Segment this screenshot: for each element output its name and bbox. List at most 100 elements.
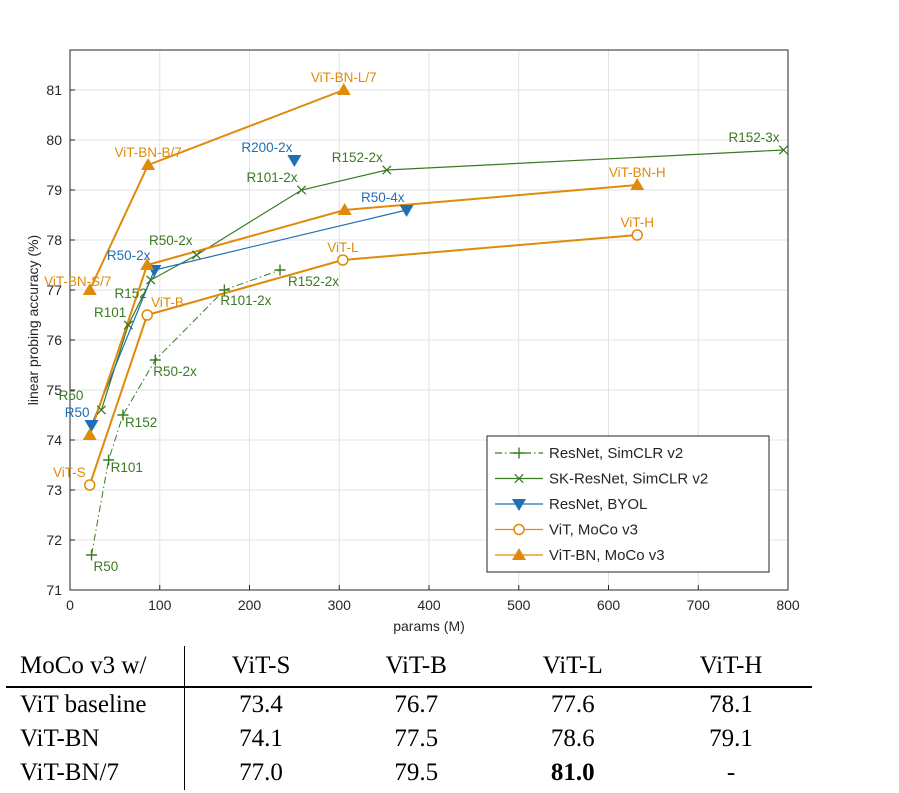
- data-point: [337, 203, 352, 215]
- legend-marker: [513, 447, 525, 459]
- y-tick-label: 76: [46, 332, 62, 348]
- table-row: ViT baseline 73.4 76.7 77.6 78.1: [6, 687, 812, 722]
- data-point: [82, 428, 97, 440]
- data-point: [86, 549, 98, 561]
- table-cell: 77.0: [239, 759, 283, 786]
- x-axis-label: params (M): [393, 618, 465, 634]
- x-tick-label: 300: [328, 597, 352, 613]
- legend-label: ResNet, BYOL: [549, 496, 647, 513]
- data-point: [274, 264, 286, 276]
- legend-marker: [512, 499, 526, 511]
- data-point: [117, 409, 129, 421]
- y-axis-label: linear probing accuracy (%): [25, 235, 41, 405]
- data-point: [141, 158, 156, 170]
- data-point: [287, 155, 302, 167]
- point-label: R50: [59, 388, 84, 403]
- table-header-cell: ViT-B: [385, 652, 447, 679]
- point-label: ViT-B: [151, 295, 184, 310]
- y-tick-label: 72: [46, 532, 62, 548]
- data-point: [296, 185, 307, 195]
- point-label: R101-2x: [247, 170, 298, 185]
- legend-label: ViT-BN, MoCo v3: [549, 547, 665, 564]
- data-point: [84, 420, 99, 432]
- table-row-name: ViT-BN/7: [6, 756, 185, 790]
- data-point: [149, 354, 161, 366]
- series-line: [91, 269, 281, 556]
- point-label: R50-2x: [107, 248, 151, 263]
- data-point: [83, 479, 96, 491]
- point-label: ViT-H: [620, 215, 654, 230]
- point-label: R101-2x: [220, 293, 271, 308]
- point-label: ViT-BN-B/7: [114, 145, 181, 160]
- legend-label: ViT, MoCo v3: [549, 522, 638, 539]
- table-cell: 77.5: [394, 725, 439, 752]
- table-cell: 79.1: [709, 725, 753, 752]
- x-tick-label: 0: [66, 597, 74, 613]
- table-cell: -: [726, 759, 736, 786]
- series-markers: [82, 83, 789, 561]
- table-row-name: ViT baseline: [6, 687, 185, 722]
- point-label: R152: [114, 286, 146, 301]
- table-row-name: ViT-BN: [6, 722, 185, 756]
- table-cell: 79.5: [394, 759, 439, 786]
- y-tick-label: 79: [46, 182, 62, 198]
- y-tick-label: 75: [46, 382, 62, 398]
- point-label: R50: [65, 405, 90, 420]
- ticks: 71 72 73 74 75 76 77 78 79 80 81 0 100 200 300 400 500 60…: [46, 82, 799, 613]
- y-tick-label: 73: [46, 482, 62, 498]
- table-header-cell: MoCo v3 w/: [6, 646, 185, 687]
- data-point: [778, 145, 789, 155]
- data-point: [631, 229, 643, 241]
- data-point: [382, 165, 392, 175]
- point-label: R50-4x: [361, 190, 405, 205]
- legend-marker: [514, 473, 524, 484]
- point-labels: R50 R101 R152 R50-2x R101-2x R152-2x R50 R101 R1…: [44, 70, 780, 574]
- x-tick-label: 100: [148, 597, 172, 613]
- point-label: R152-2x: [332, 150, 383, 165]
- point-label: R101: [111, 460, 143, 475]
- table-header-row: MoCo v3 w/ ViT-S ViT-B ViT-L ViT-H: [6, 646, 812, 687]
- data-point: [337, 254, 349, 266]
- data-point: [103, 454, 115, 466]
- point-label: R152-3x: [728, 130, 779, 145]
- point-label: R50: [94, 559, 119, 574]
- x-tick-label: 800: [776, 597, 800, 613]
- point-label: ViT-S: [53, 465, 86, 480]
- table-row: ViT-BN 74.1 77.5 78.6 79.1: [6, 722, 812, 756]
- data-point: [191, 250, 202, 260]
- point-label: R152-2x: [288, 274, 339, 289]
- y-tick-label: 77: [46, 282, 62, 298]
- point-label: R200-2x: [241, 140, 292, 155]
- chart: 71 72 73 74 75 76 77 78 79 80 81 0 100 200 300 400 500 60…: [25, 49, 800, 634]
- table-header-cell: ViT-L: [542, 652, 603, 679]
- x-tick-label: 700: [687, 597, 711, 613]
- data-point: [630, 178, 645, 190]
- table-cell-best: 81.0: [550, 759, 595, 786]
- legend: ResNet, SimCLR v2 SK-ResNet, SimCLR v2 Res…: [486, 435, 770, 573]
- data-point: [123, 320, 133, 330]
- legend-label: ResNet, SimCLR v2: [549, 445, 683, 462]
- y-tick-label: 81: [46, 82, 62, 98]
- y-tick-label: 74: [46, 432, 62, 448]
- table-cell: 73.4: [239, 691, 283, 718]
- table-cell: 78.1: [709, 691, 753, 718]
- x-tick-label: 400: [417, 597, 441, 613]
- point-label: R101: [94, 305, 126, 320]
- data-point: [146, 275, 156, 285]
- point-label: R50-2x: [153, 364, 197, 379]
- table-cell: 74.1: [239, 725, 283, 752]
- series-line: [88, 184, 638, 436]
- point-label: ViT-BN-S/7: [44, 274, 111, 289]
- data-point: [399, 205, 414, 217]
- x-tick-label: 600: [597, 597, 621, 613]
- x-tick-label: 500: [507, 597, 531, 613]
- legend-label: SK-ResNet, SimCLR v2: [549, 471, 708, 488]
- x-tick-label: 200: [238, 597, 262, 613]
- table-cell: 76.7: [394, 691, 439, 718]
- data-point: [141, 309, 153, 321]
- point-label: R50-2x: [149, 233, 193, 248]
- y-tick-label: 71: [46, 582, 62, 598]
- data-point: [218, 284, 230, 296]
- series-line: [88, 234, 638, 486]
- data-point: [140, 258, 155, 270]
